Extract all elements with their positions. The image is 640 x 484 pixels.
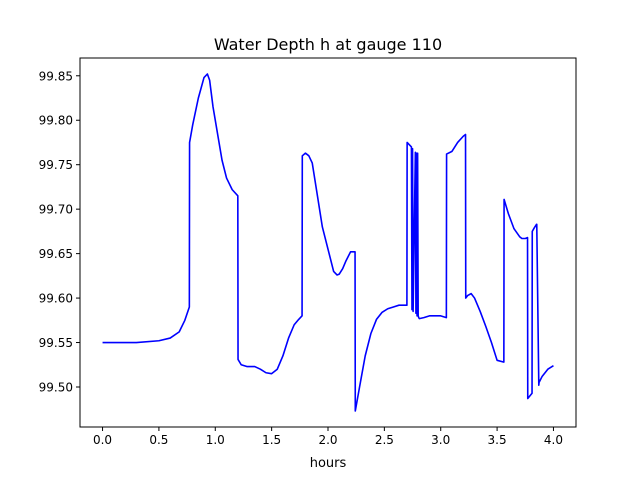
x-tick-label: 1.5: [262, 433, 281, 447]
y-tick-label: 99.70: [39, 203, 73, 217]
series-line-1: [102, 73, 554, 412]
x-tick-label: 3.0: [431, 433, 450, 447]
x-tick-label: 0.5: [149, 433, 168, 447]
y-tick-label: 99.65: [39, 247, 73, 261]
chart-title: Water Depth h at gauge 110: [214, 35, 442, 54]
y-tick-label: 99.60: [39, 292, 73, 306]
x-tick-label: 1.0: [206, 433, 225, 447]
y-tick-label: 99.50: [39, 380, 73, 394]
x-tick-label: 4.0: [544, 433, 563, 447]
series-layer: [102, 73, 554, 412]
x-tick-label: 2.0: [318, 433, 337, 447]
x-tick-label: 0.0: [93, 433, 112, 447]
x-axis-label: hours: [310, 456, 347, 471]
x-tick-label: 2.5: [375, 433, 394, 447]
y-axis-ticks: 99.50 99.55 99.60 99.65 99.70 99.75 99.80 99.85: [39, 69, 80, 394]
x-tick-label: 3.5: [488, 433, 507, 447]
y-tick-label: 99.80: [39, 114, 73, 128]
y-tick-label: 99.85: [39, 69, 73, 83]
y-tick-label: 99.55: [39, 336, 73, 350]
y-tick-label: 99.75: [39, 158, 73, 172]
x-axis-ticks: 0.0 0.5 1.0 1.5 2.0 2.5 3.0 3.5 4.0: [93, 427, 563, 447]
